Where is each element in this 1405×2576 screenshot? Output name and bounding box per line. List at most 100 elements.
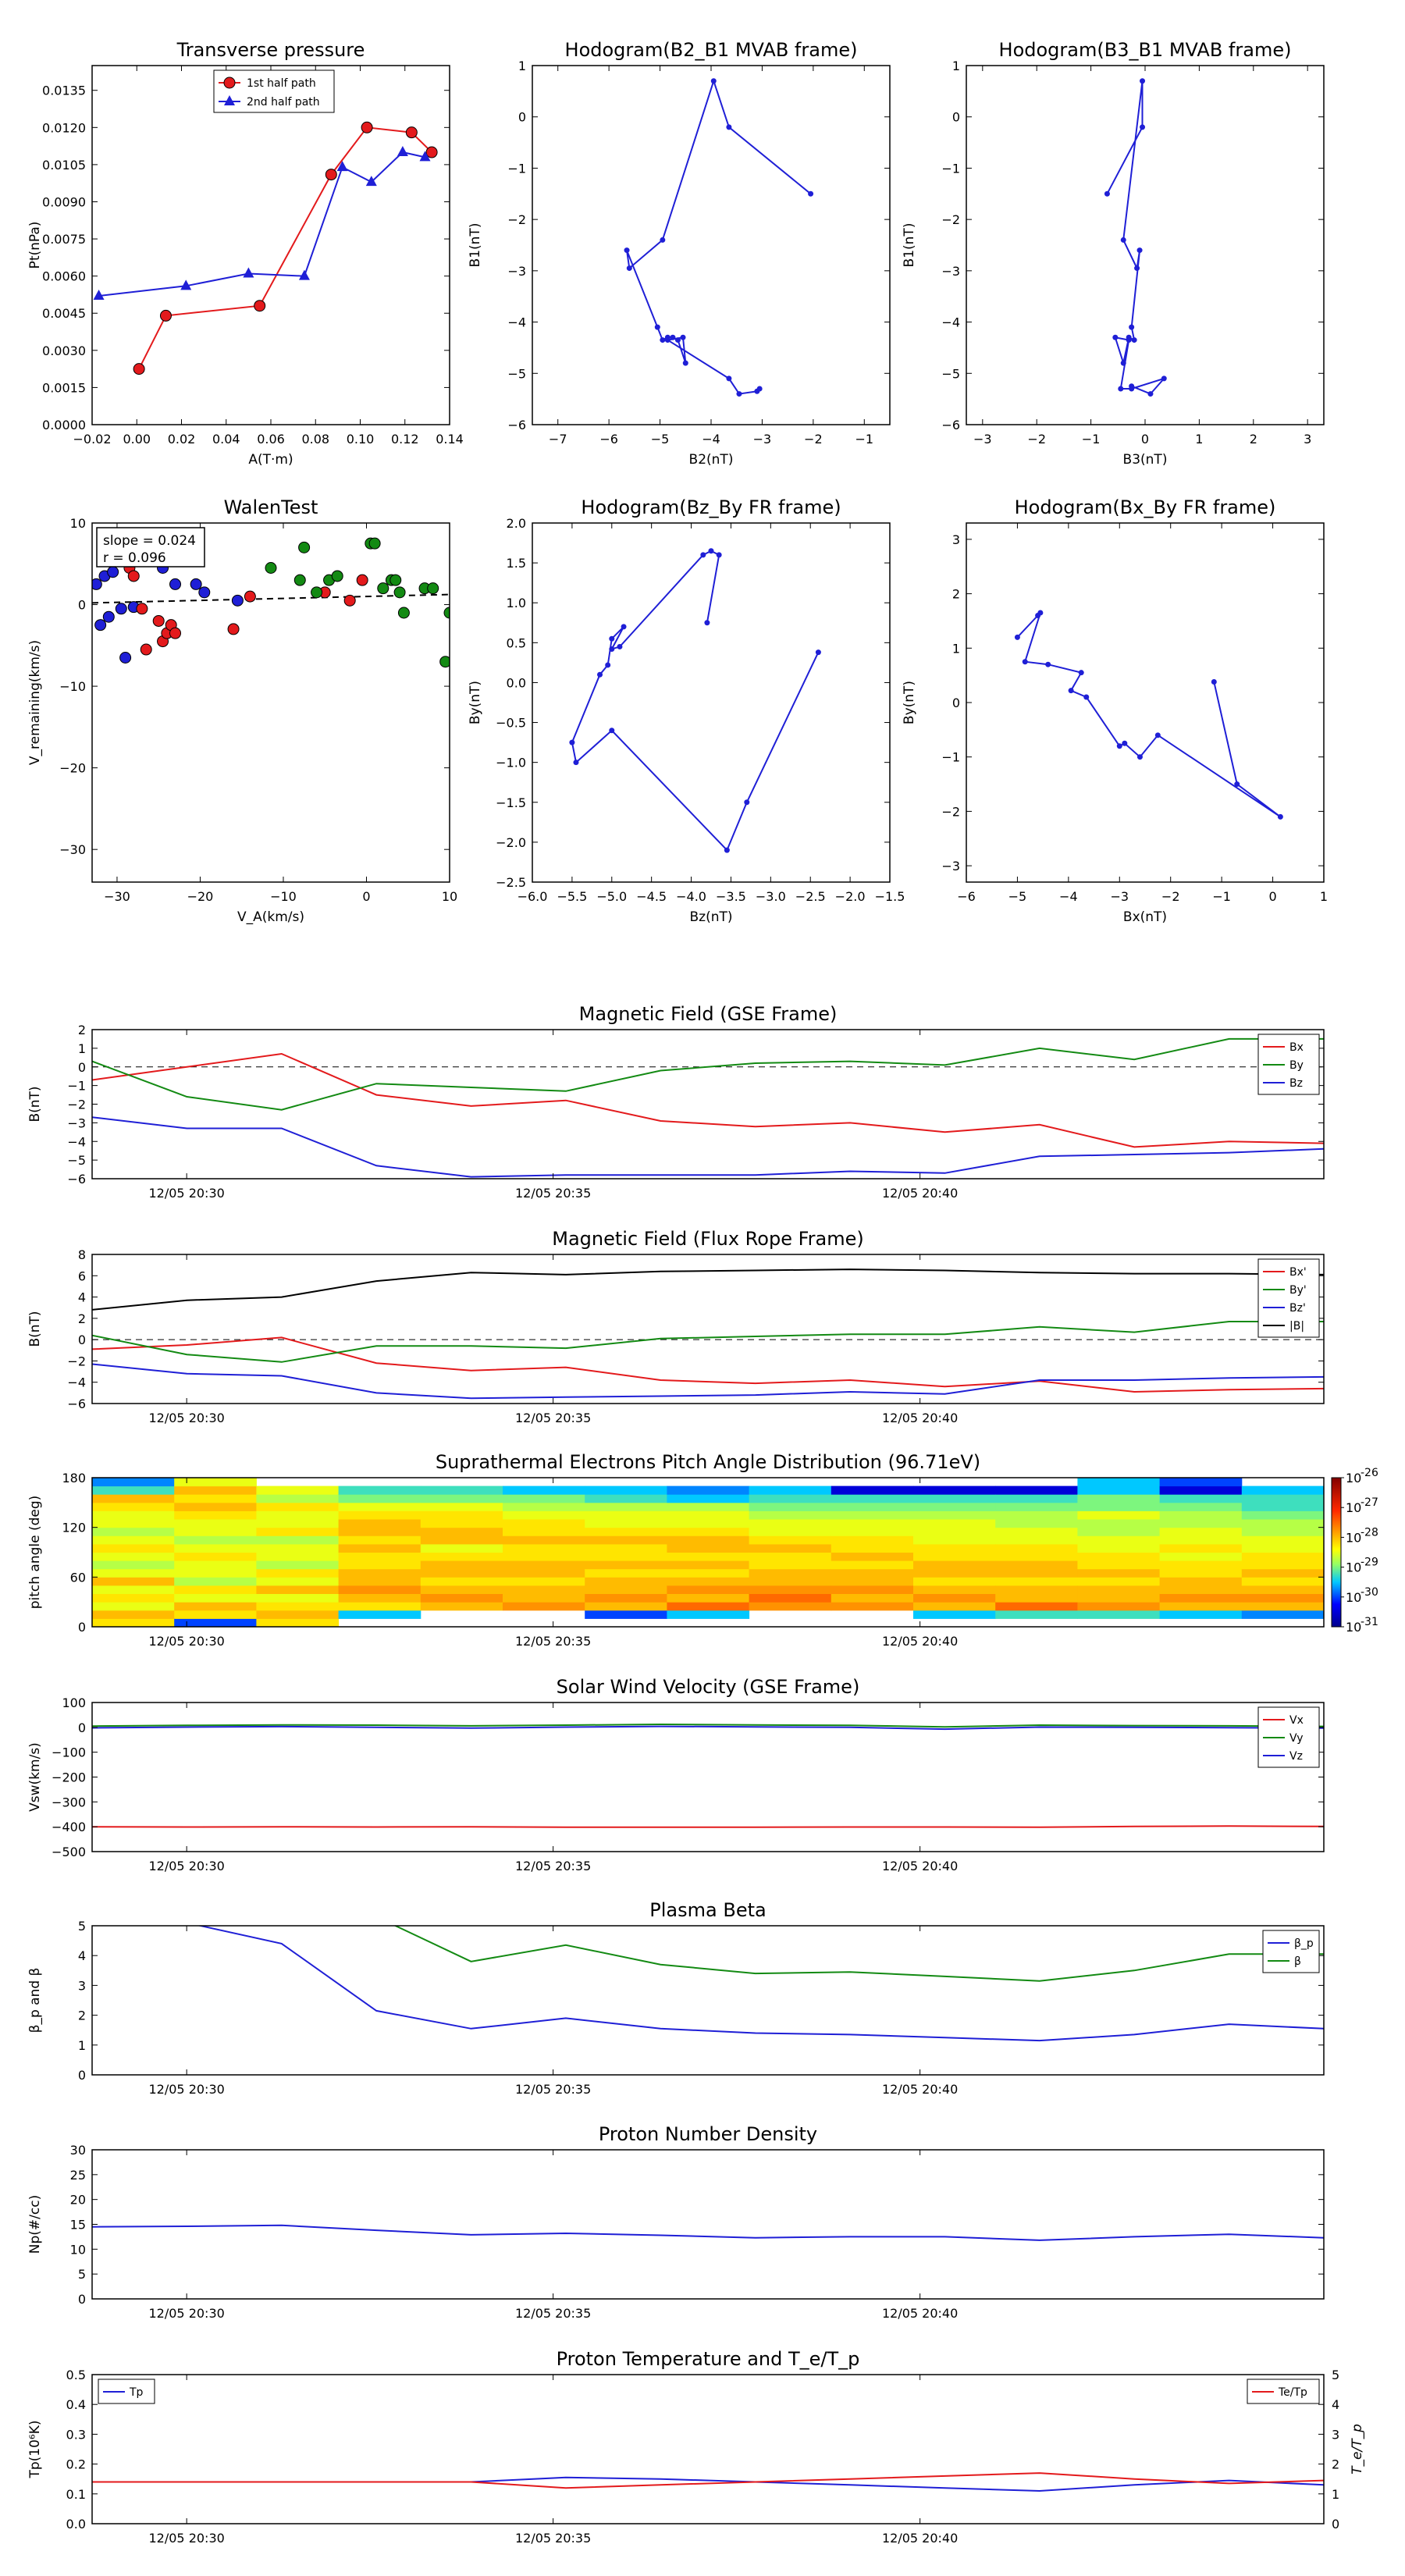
series-line-Vx xyxy=(92,1825,1324,1828)
legend-label: Vy xyxy=(1289,1732,1304,1745)
heatmap-cell xyxy=(174,1610,257,1619)
data-point-blue xyxy=(198,586,211,599)
data-point-red xyxy=(227,623,240,635)
y-tick-label: −1 xyxy=(67,1079,86,1094)
y-tick-label: 0.1 xyxy=(66,2487,86,2502)
axes-frame-mag_fr xyxy=(91,1254,1325,1404)
y-tick-label: 25 xyxy=(70,2168,86,2183)
data-point xyxy=(674,337,681,343)
x-tick-label: 0 xyxy=(362,889,370,904)
y-tick-label: −500 xyxy=(52,1845,86,1859)
data-point xyxy=(180,279,192,290)
x-tick-label: −5 xyxy=(1008,889,1027,904)
heatmap-cell xyxy=(585,1585,667,1594)
y-tick-label: 0.0135 xyxy=(42,84,86,98)
heatmap-cell xyxy=(256,1618,340,1627)
y-tick-label-right: 4 xyxy=(1332,2397,1339,2412)
heatmap-cell xyxy=(420,1535,503,1545)
heatmap-area xyxy=(92,1478,1324,1627)
x-tick-label: 1 xyxy=(1195,432,1203,447)
y-tick-label: 0.0045 xyxy=(42,306,86,321)
heatmap-cell xyxy=(420,1502,503,1511)
heatmap-cell xyxy=(503,1543,585,1553)
y-tick-label: 15 xyxy=(70,2218,86,2233)
heatmap-cell xyxy=(749,1568,832,1578)
heatmap-cell xyxy=(420,1527,503,1536)
y-tick-label: 0 xyxy=(952,110,960,125)
heatmap-cell xyxy=(913,1577,996,1586)
y-tick-label: 0.5 xyxy=(507,635,526,650)
data-point-red xyxy=(356,574,368,586)
heatmap-cell xyxy=(667,1535,750,1545)
time-tick-label: 12/05 20:30 xyxy=(149,2082,225,2097)
data-point xyxy=(654,324,660,330)
y-axis-label-pt: Pt(nPa) xyxy=(27,222,43,269)
heatmap-cell xyxy=(1241,1593,1324,1603)
heatmap-cell xyxy=(92,1585,175,1594)
y-axis-label-fr1: By(nT) xyxy=(468,681,483,724)
axes-vel: Solar Wind Velocity (GSE Frame) −500 −400 −… xyxy=(27,1676,1325,1873)
heatmap-cell xyxy=(174,1593,257,1603)
y-tick-label: −4 xyxy=(67,1375,86,1390)
heatmap-cell xyxy=(585,1510,667,1520)
heatmap-cell xyxy=(92,1510,175,1520)
y-tick-label: −30 xyxy=(59,842,86,857)
data-point xyxy=(660,237,666,243)
y-tick-label: −20 xyxy=(59,761,86,776)
x-tick-label: −30 xyxy=(104,889,130,904)
heatmap-cell xyxy=(420,1593,503,1603)
y-tick-label: 0.0015 xyxy=(42,380,86,395)
legend-label: |B| xyxy=(1289,1320,1304,1332)
y-tick-label: −3 xyxy=(67,1115,86,1130)
x-tick-label: 0.12 xyxy=(391,432,419,447)
heatmap-cell xyxy=(995,1519,1078,1528)
heatmap-cell xyxy=(1077,1585,1161,1594)
y-tick-label: −3 xyxy=(941,859,960,873)
chart-title-pad: Suprathermal Electrons Pitch Angle Distr… xyxy=(436,1451,980,1473)
data-point xyxy=(1014,634,1020,640)
heatmap-cell xyxy=(585,1535,667,1545)
heatmap-cell xyxy=(92,1552,175,1561)
heatmap-cell xyxy=(1241,1560,1324,1570)
heatmap-cell xyxy=(92,1494,175,1503)
x-tick-label: −2.5 xyxy=(795,889,826,904)
data-point-red xyxy=(244,590,256,603)
heatmap-cell xyxy=(420,1485,503,1495)
y-tick-label: 0.0030 xyxy=(42,343,86,358)
y-tick-label: 0.3 xyxy=(66,2427,86,2442)
heatmap-cell xyxy=(831,1585,914,1594)
y-axis-label-h2: B1(nT) xyxy=(902,223,917,268)
data-point xyxy=(609,728,615,734)
y-tick-label: −0.5 xyxy=(496,716,526,731)
y-tick-label: 1 xyxy=(78,2038,86,2053)
heatmap-cell xyxy=(913,1610,996,1619)
plot-area-beta xyxy=(197,1926,1324,2042)
y-tick-label: −3 xyxy=(941,264,960,279)
data-point-blue xyxy=(119,652,132,664)
legend-label: By xyxy=(1289,1059,1304,1072)
series-line-2nd half path xyxy=(98,151,425,297)
legend-label: Bx' xyxy=(1289,1266,1307,1279)
data-point xyxy=(1118,386,1124,392)
heatmap-cell xyxy=(1077,1593,1161,1603)
y-axis-label-tp: Tp(10⁶K) xyxy=(27,2420,43,2478)
heatmap-cell xyxy=(585,1568,667,1578)
y-tick-label: −5 xyxy=(507,366,526,381)
x-tick-label: 0.10 xyxy=(347,432,375,447)
axes-frame-beta xyxy=(91,1925,1325,2076)
axes-np: Proton Number Density 0 5 10 15 20 25 30 12/05 2… xyxy=(27,2123,1325,2321)
x-tick-label: −1 xyxy=(855,432,873,447)
heatmap-cell xyxy=(256,1502,340,1511)
heatmap-cell xyxy=(585,1552,667,1561)
data-point xyxy=(336,161,348,172)
heatmap-cell xyxy=(585,1610,667,1619)
data-point xyxy=(1140,124,1146,130)
heatmap-cell xyxy=(338,1568,422,1578)
heatmap-cell xyxy=(174,1585,257,1594)
heatmap-cell xyxy=(174,1510,257,1520)
heatmap-cell xyxy=(338,1535,422,1545)
axes-frame-h1 xyxy=(532,65,891,425)
heatmap-cell xyxy=(913,1552,996,1561)
heatmap-cell xyxy=(92,1502,175,1511)
x-tick-label: −4 xyxy=(1059,889,1078,904)
